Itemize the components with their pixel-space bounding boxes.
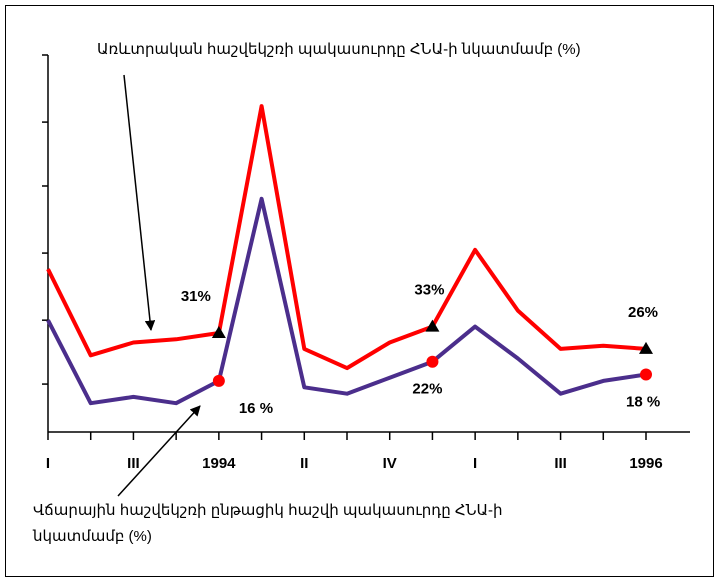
data-label: 18 % [626,393,660,410]
x-tick-label: III [127,455,140,472]
x-tick-label: II [300,455,308,472]
data-label: 26% [628,304,658,321]
marker [425,319,440,332]
x-tick-label: I [46,455,50,472]
data-label: 31% [181,288,211,305]
series-label: Առևտրական հաշվեկշռի պակասուրդը ՀՆԱ-ի նկա… [97,41,581,58]
annotation-arrow [117,405,201,497]
x-tick-label: IV [383,455,397,472]
x-tick-label: 1994 [202,455,236,472]
series-line [46,104,647,371]
data-label: 33% [414,282,444,299]
series-line [46,196,647,406]
series-label: Վճարային հաշվեկշռի ընթացիկ հաշվի պակասու… [33,502,503,545]
marker [639,341,653,354]
frame [5,5,714,577]
data-label: 22% [412,381,442,398]
x-tick-label: III [554,455,567,472]
annotation-arrow [123,74,156,332]
marker [211,325,226,338]
marker [426,355,439,368]
x-tick-label: I [473,455,477,472]
marker [212,374,225,387]
data-label: 16 % [239,400,273,417]
marker [640,368,652,381]
x-tick-label: 1996 [629,455,662,472]
